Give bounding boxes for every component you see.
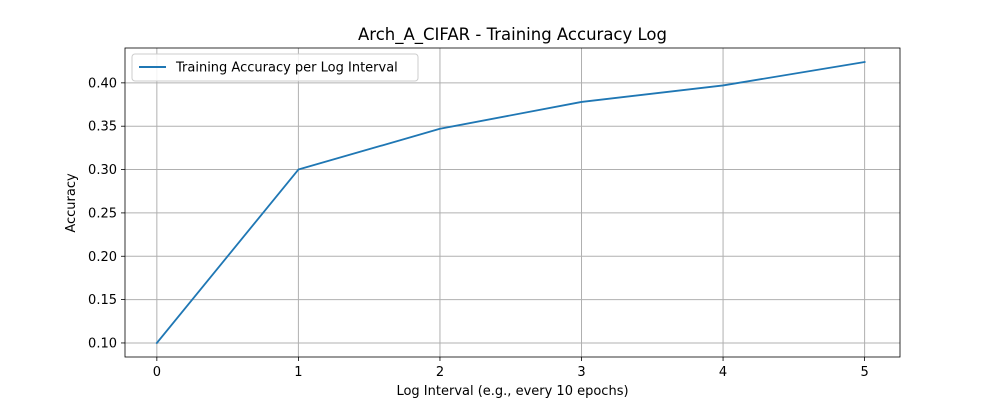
series-line-0 xyxy=(155,61,866,345)
plot-background xyxy=(125,48,900,357)
y-tick-label: 0.10 xyxy=(88,336,117,351)
x-axis-label: Log Interval (e.g., every 10 epochs) xyxy=(396,384,628,399)
x-tick-label: 1 xyxy=(294,365,302,380)
x-tick-label: 0 xyxy=(153,365,161,380)
y-tick-label: 0.20 xyxy=(88,250,117,265)
legend: Training Accuracy per Log Interval xyxy=(131,53,419,82)
y-tick-label: 0.35 xyxy=(88,120,117,135)
y-tick-label: 0.25 xyxy=(88,206,117,221)
y-tick-label: 0.40 xyxy=(88,76,117,91)
x-tick-label: 5 xyxy=(860,365,868,380)
plot-area xyxy=(124,47,901,358)
y-gridlines xyxy=(125,82,900,344)
x-gridlines xyxy=(156,48,866,357)
y-axis-ticks: 0.10 0.15 0.20 0.25 0.30 0.35 0.40 xyxy=(88,76,125,351)
y-tick-label: 0.15 xyxy=(88,293,117,308)
legend-box xyxy=(131,53,419,82)
series-layer xyxy=(155,61,866,345)
chart-title: Arch_A_CIFAR - Training Accuracy Log xyxy=(358,25,667,45)
x-tick-label: 2 xyxy=(436,365,444,380)
y-tick-label: 0.30 xyxy=(88,163,117,178)
plot-frame xyxy=(124,47,901,358)
y-axis-label: Accuracy xyxy=(64,173,79,233)
legend-entry-label: Training Accuracy per Log Interval xyxy=(175,61,398,76)
x-tick-label: 4 xyxy=(719,365,727,380)
x-axis-ticks: 0 1 2 3 4 5 xyxy=(153,357,869,380)
x-tick-label: 3 xyxy=(577,365,585,380)
